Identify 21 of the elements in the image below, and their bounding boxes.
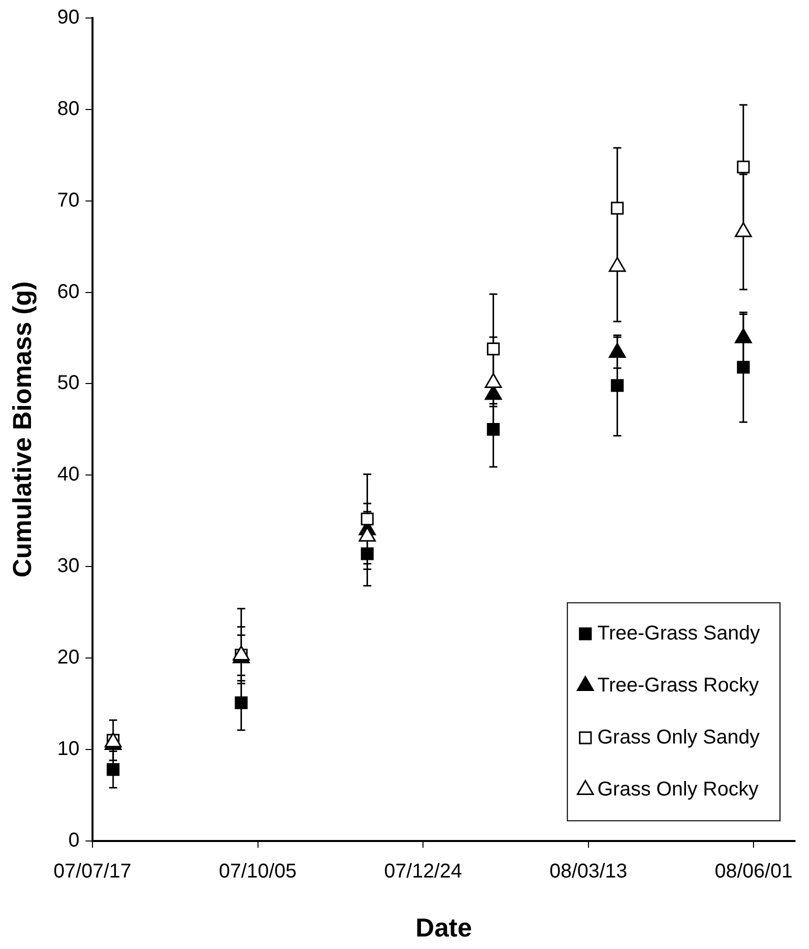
x-tick-label: 07/12/24: [384, 860, 462, 882]
x-axis-title: Date: [416, 912, 472, 943]
legend-label: Tree-Grass Rocky: [597, 674, 759, 696]
x-tick-label: 07/10/05: [218, 860, 297, 882]
y-tick-label: 70: [57, 189, 80, 212]
y-tick-label: 80: [57, 98, 80, 120]
y-tick-label: 30: [57, 555, 80, 578]
legend-label: Tree-Grass Sandy: [597, 622, 760, 644]
x-tick-label: 08/03/13: [549, 860, 628, 882]
y-tick-label: 20: [57, 646, 80, 668]
y-tick-label: 10: [57, 738, 80, 760]
y-tick-label: 60: [57, 280, 80, 303]
legend-label: Grass Only Sandy: [597, 726, 760, 748]
x-tick-label: 07/07/17: [54, 860, 132, 882]
x-tick-label: 08/06/01: [714, 860, 793, 882]
legend-label: Grass Only Rocky: [597, 778, 759, 800]
y-tick-label: 90: [57, 6, 80, 29]
y-axis-title: Cumulative Biomass (g): [6, 281, 37, 578]
y-tick-label: 0: [68, 829, 80, 852]
y-tick-label: 40: [57, 464, 80, 486]
y-tick-label: 50: [57, 372, 80, 394]
